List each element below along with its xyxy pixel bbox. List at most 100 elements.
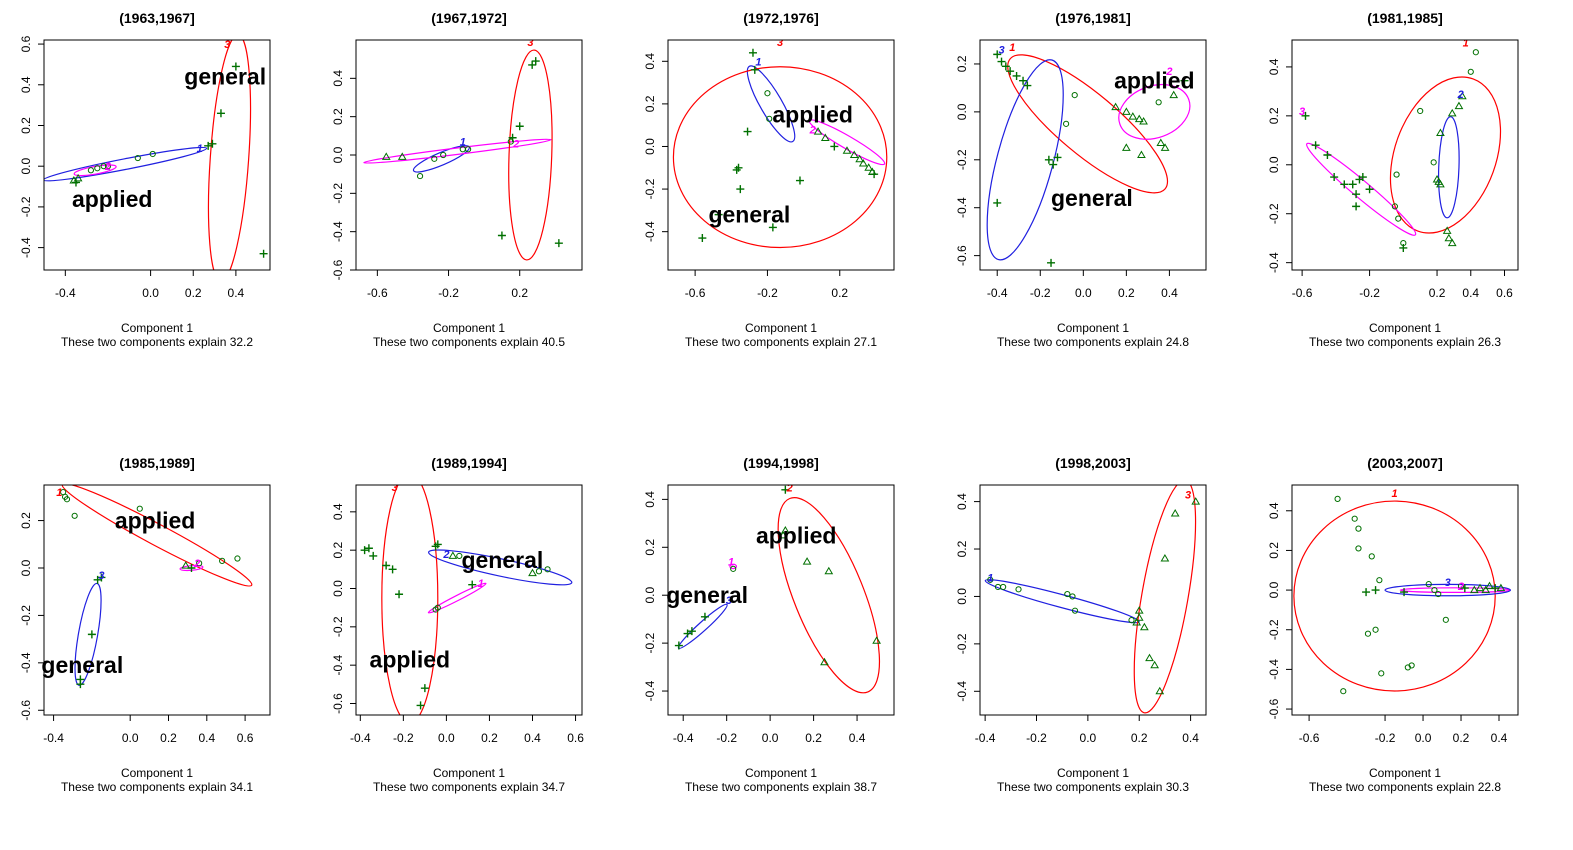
y-tick-label: 0.4 — [19, 76, 33, 93]
data-point — [468, 580, 477, 589]
x-tick-label: 0.4 — [1491, 731, 1508, 745]
data-point — [1472, 49, 1479, 56]
data-point — [397, 152, 407, 160]
y-tick-label: -0.4 — [19, 652, 33, 673]
chart-panel-10: (2003,2007] 1 23 -0.6 -0.2 0.0 0.2 0.4 -0.6 -0.4 -… — [1267, 455, 1519, 794]
data-point — [849, 150, 859, 158]
y-tick-label: -0.2 — [19, 605, 33, 626]
data-point — [1491, 584, 1500, 593]
chart-title: (1972,1976] — [743, 10, 819, 26]
data-point — [764, 90, 771, 97]
data-point — [507, 138, 514, 145]
y-tick-label: 0.2 — [19, 512, 33, 529]
data-point — [1323, 151, 1332, 159]
cluster-number-label: 3 — [1299, 106, 1305, 118]
x-tick-label: -0.2 — [393, 731, 414, 745]
annotation-general: general — [41, 652, 123, 678]
data-point — [1378, 670, 1385, 677]
cluster-ellipse-2 — [777, 497, 881, 694]
chart-title: (1981,1985] — [1367, 10, 1443, 26]
data-point — [748, 48, 757, 57]
data-point — [231, 62, 240, 71]
data-point — [187, 563, 196, 572]
data-point — [743, 127, 752, 136]
data-point — [382, 561, 391, 570]
data-point — [528, 60, 537, 69]
data-point — [1049, 160, 1058, 169]
data-point — [1485, 581, 1494, 590]
y-tick-label: -0.4 — [19, 237, 33, 258]
chart-panel-4: (1976,1981] 1 2 3 applied general -0.4 -0.2 0.0 0… — [955, 10, 1207, 349]
data-point — [134, 154, 141, 162]
data-point — [1442, 226, 1452, 234]
cluster-number-label: 2 — [1457, 89, 1464, 101]
data-point — [528, 568, 537, 577]
x-tick-label: -0.4 — [975, 731, 996, 745]
data-point — [1372, 626, 1379, 633]
data-point — [234, 555, 241, 562]
data-point — [1071, 607, 1079, 614]
data-point — [71, 178, 80, 187]
y-tick-label: -0.2 — [1267, 203, 1281, 224]
variance-caption: These two components explain 32.2 — [61, 335, 253, 349]
data-point — [1053, 153, 1062, 162]
data-point — [1019, 76, 1028, 85]
cluster-ellipse-1 — [984, 579, 1140, 624]
x-tick-label: 0.2 — [185, 286, 202, 300]
x-tick-label: 0.0 — [1415, 731, 1432, 745]
y-tick-label: -0.6 — [331, 693, 345, 714]
y-tick-label: 0.0 — [955, 103, 969, 120]
x-axis-label: Component 1 — [1057, 321, 1129, 335]
cluster-ellipse-1 — [746, 65, 796, 143]
data-point — [714, 210, 723, 219]
data-point — [497, 231, 506, 240]
x-tick-label: -0.4 — [55, 286, 76, 300]
y-tick-label: -0.4 — [955, 197, 969, 218]
y-tick-label: 0.4 — [955, 493, 969, 510]
data-point — [1334, 495, 1341, 502]
data-point — [63, 496, 71, 503]
data-point — [369, 551, 378, 560]
data-point — [778, 530, 788, 539]
data-point — [842, 146, 852, 154]
cluster-number-label: 3 — [98, 570, 104, 582]
variance-caption: These two components explain 27.1 — [685, 335, 877, 349]
data-point — [136, 505, 143, 512]
annotation-applied: applied — [772, 102, 853, 128]
y-tick-label: 0.0 — [19, 559, 33, 576]
x-axis-label: Component 1 — [1369, 321, 1441, 335]
x-tick-label: 0.0 — [1080, 731, 1097, 745]
data-point — [780, 526, 790, 534]
annotation-general: general — [708, 202, 790, 228]
data-point — [1352, 202, 1361, 211]
data-point — [820, 657, 829, 666]
data-point — [1111, 102, 1120, 111]
data-point — [1062, 120, 1070, 127]
x-axis-label: Component 1 — [121, 321, 193, 335]
x-tick-label: 0.2 — [511, 286, 528, 300]
x-tick-label: 0.4 — [524, 731, 541, 745]
y-tick-label: -0.4 — [331, 221, 345, 242]
chart-title: (1967,1972] — [431, 10, 507, 26]
plot-frame — [1291, 484, 1519, 716]
data-point — [820, 133, 830, 141]
annotation-applied: applied — [370, 646, 451, 672]
cluster-number-label: 3 — [224, 39, 230, 51]
x-tick-label: 0.4 — [849, 731, 866, 745]
y-tick-label: 0.2 — [331, 542, 345, 559]
data-point — [730, 565, 737, 572]
data-point — [1000, 583, 1007, 591]
data-point — [683, 629, 692, 638]
data-point — [1155, 99, 1162, 106]
data-point — [1365, 185, 1374, 194]
variance-caption: These two components explain 40.5 — [373, 335, 565, 349]
cluster-number-label: 2 — [809, 124, 816, 136]
cluster-ellipse-2 — [808, 119, 886, 166]
cluster-ellipse-3 — [1133, 485, 1197, 714]
cluster-number-label: 1 — [197, 143, 203, 155]
variance-caption: These two components explain 38.7 — [685, 780, 877, 794]
cluster-ellipse-3 — [986, 59, 1064, 261]
y-tick-label: 0.4 — [331, 503, 345, 520]
cluster-number-label: 2 — [193, 558, 200, 570]
data-point — [1132, 618, 1142, 626]
